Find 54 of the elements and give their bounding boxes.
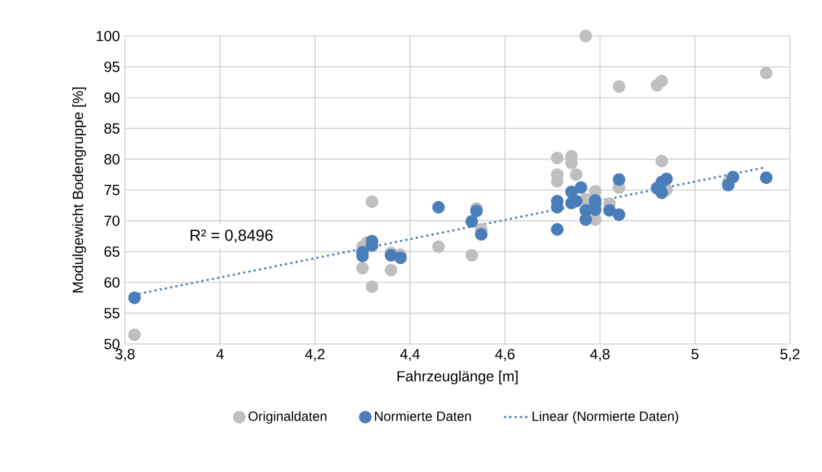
point	[394, 251, 407, 264]
point	[356, 262, 369, 274]
point	[366, 280, 378, 293]
point	[366, 195, 378, 208]
x-tick-label: 4,8	[590, 348, 610, 362]
y-tick-label: 90	[104, 92, 120, 103]
x-tick-label: 3,8	[115, 348, 135, 362]
y-tick-label: 100	[96, 30, 120, 42]
point	[550, 223, 564, 236]
point	[655, 154, 668, 168]
point	[579, 213, 592, 226]
annotation: R² = 0,8496	[190, 230, 273, 243]
y-tick-label: 50	[104, 338, 120, 350]
point	[726, 170, 740, 184]
point	[612, 208, 626, 221]
y-axis-title: Modulgewicht Bodengruppe [%]	[72, 88, 86, 292]
x-tick-label: 4,2	[305, 348, 324, 362]
point	[655, 74, 668, 88]
point	[128, 292, 141, 304]
point	[432, 200, 445, 214]
point	[760, 66, 773, 80]
y-tick-label: 60	[104, 277, 120, 288]
y-tick-label: 65	[104, 246, 120, 257]
legend-label: Normierte Daten	[375, 411, 471, 421]
x-tick-label: 5	[692, 348, 698, 360]
point	[760, 171, 773, 184]
point	[574, 181, 588, 194]
point	[474, 228, 488, 241]
y-tick-label: 95	[104, 62, 120, 72]
y-tick-label: 55	[104, 308, 120, 318]
x-tick-label: 5,2	[780, 348, 800, 362]
point	[128, 328, 141, 342]
x-tick-label: 4,6	[495, 348, 515, 362]
y-tick-label: 70	[104, 216, 120, 226]
y-tick-label: 80	[104, 154, 120, 164]
point	[579, 30, 592, 42]
point	[465, 215, 478, 228]
x-tick-label: 4	[216, 348, 224, 360]
legend-label: Linear (Normierte Daten)	[532, 411, 678, 424]
legend-label: Originaldaten	[248, 411, 326, 424]
x-tick-label: 4,4	[400, 348, 420, 361]
y-tick-label: 85	[104, 123, 120, 134]
point	[603, 204, 616, 217]
y-tick-label: 75	[104, 184, 120, 196]
point	[550, 152, 564, 164]
point	[570, 168, 583, 181]
point	[432, 240, 445, 253]
point	[470, 204, 483, 218]
point	[465, 249, 478, 262]
point	[660, 172, 673, 186]
x-axis-title: Fahrzeuglänge [m]	[398, 370, 518, 384]
point	[612, 173, 626, 186]
point	[612, 80, 626, 93]
point	[384, 264, 398, 276]
